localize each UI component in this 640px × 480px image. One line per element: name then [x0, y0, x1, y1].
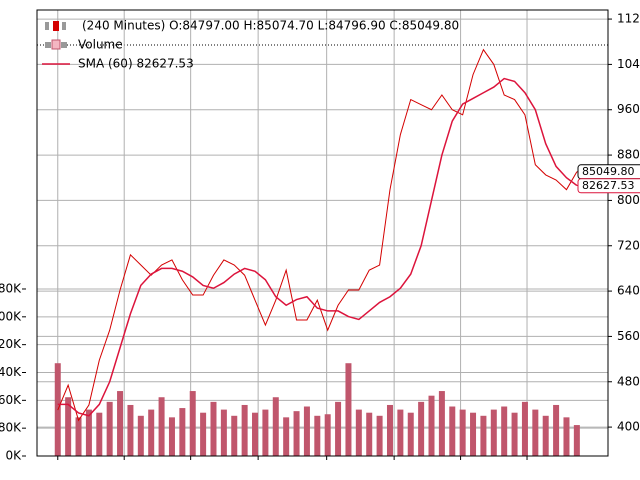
- volume-bar: [137, 415, 144, 456]
- y-tick-label: 88000: [617, 148, 640, 162]
- legend-swatch: [51, 39, 61, 50]
- volume-bar: [407, 412, 414, 456]
- volume-bar: [220, 409, 227, 456]
- y-tick-label: 104000: [617, 57, 640, 71]
- plot-frame: [36, 9, 609, 457]
- volume-bar: [283, 417, 290, 456]
- y-tick-label: 48000: [617, 374, 640, 388]
- legend-label: (240 Minutes) O:84797.00 H:85074.70 L:84…: [82, 19, 459, 33]
- volume-bar: [438, 391, 445, 456]
- legend-swatch: [45, 42, 51, 48]
- volume-bar: [459, 409, 466, 456]
- volume-bar: [428, 395, 435, 456]
- y-tick-label: 96000: [617, 102, 640, 116]
- volume-bar: [563, 417, 570, 456]
- volume-bar: [335, 401, 342, 456]
- volume-bar: [262, 409, 269, 456]
- y2-tick-label: 900K: [0, 309, 22, 323]
- y-tick-label: 72000: [617, 238, 640, 252]
- volume-bar: [418, 401, 425, 456]
- volume-bar: [96, 412, 103, 456]
- volume-bar: [386, 404, 393, 456]
- volume-bar: [470, 412, 477, 456]
- volume-bar: [75, 417, 82, 456]
- volume-bar: [490, 409, 497, 456]
- volume-bar: [366, 412, 373, 456]
- volume-bar: [376, 415, 383, 456]
- legend-label: Volume: [78, 38, 123, 52]
- volume-bar: [293, 411, 300, 456]
- legend-swatch: [61, 42, 67, 48]
- y2-tick-label: 360K: [0, 393, 22, 407]
- volume-bar: [65, 397, 72, 456]
- volume-bar: [397, 409, 404, 456]
- volume-bar: [106, 401, 113, 456]
- volume-bar: [553, 404, 560, 456]
- volume-bar: [210, 401, 217, 456]
- y-tick-label: 64000: [617, 284, 640, 298]
- price-line: [57, 48, 578, 422]
- y2-tick-label: 180K: [0, 421, 22, 435]
- last-value-tag: [577, 178, 640, 194]
- volume-bar: [501, 406, 508, 456]
- volume-bar: [85, 409, 92, 456]
- y2-tick-label: 1080K: [0, 281, 22, 295]
- volume-bar: [252, 412, 259, 456]
- volume-bar: [189, 391, 196, 456]
- volume-bar: [324, 414, 331, 456]
- volume-bar: [532, 409, 539, 456]
- last-value-label: 85049.80: [582, 165, 635, 178]
- volume-bar: [168, 417, 175, 456]
- legend-swatch: [45, 22, 49, 30]
- volume-bar: [158, 397, 165, 456]
- volume-bar: [314, 415, 321, 456]
- volume-bar: [241, 404, 248, 456]
- volume-bar: [127, 404, 134, 456]
- volume-bar: [355, 409, 362, 456]
- volume-bar: [573, 425, 580, 456]
- volume-bar: [179, 408, 186, 456]
- y2-tick-label: 720K: [0, 337, 22, 351]
- volume-bar: [272, 397, 279, 456]
- volume-bar: [345, 363, 352, 456]
- sma-line: [57, 77, 578, 417]
- volume-bar: [148, 409, 155, 456]
- legend-label: SMA (60) 82627.53: [78, 57, 194, 71]
- volume-bar: [200, 412, 207, 456]
- y-tick-label: 56000: [617, 329, 640, 343]
- y-tick-label: 80000: [617, 193, 640, 207]
- y2-tick-label: 540K: [0, 365, 22, 379]
- y2-tick-label: 0K: [5, 449, 22, 463]
- volume-bar: [117, 391, 124, 456]
- volume-bar: [480, 415, 487, 456]
- legend-swatch: [53, 21, 59, 31]
- volume-bar: [511, 412, 518, 456]
- volume-bar: [231, 415, 238, 456]
- volume-bar: [449, 406, 456, 456]
- volume-bar: [542, 415, 549, 456]
- y-tick-label: 40000: [617, 420, 640, 434]
- volume-bar: [303, 406, 310, 456]
- legend-swatch: [62, 22, 66, 30]
- volume-bar: [521, 401, 528, 456]
- last-value-label: 82627.53: [582, 179, 635, 192]
- y-tick-label: 112000: [617, 12, 640, 26]
